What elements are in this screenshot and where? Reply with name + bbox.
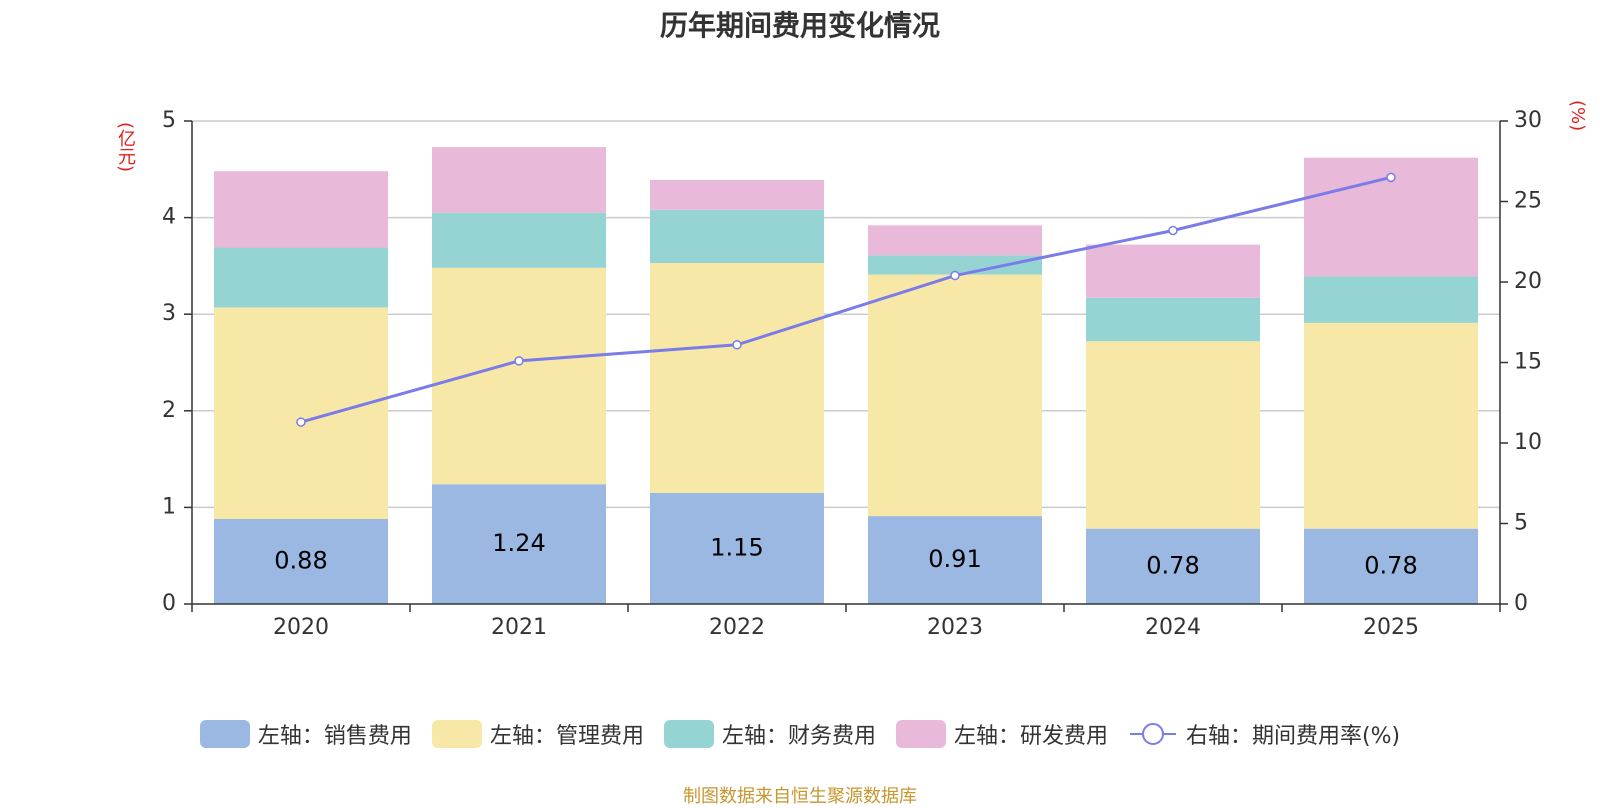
left-axis-tick-label: 3 [162, 301, 176, 326]
x-axis-tick-label: 2022 [709, 615, 765, 640]
legend-label-admin: 左轴：管理费用 [489, 724, 644, 749]
right-axis-tick-label: 10 [1514, 430, 1542, 455]
rate-point [1168, 225, 1178, 236]
rate-point [1386, 172, 1396, 183]
bar-rd [214, 171, 388, 248]
left-axis-tick-label: 2 [162, 398, 176, 423]
bar-admin [868, 274, 1042, 517]
legend-label-rate: 右轴：期间费用率(%) [1185, 724, 1401, 749]
x-axis-tick-label: 2021 [491, 615, 547, 640]
bar-admin [1304, 322, 1478, 529]
bar-rd [868, 225, 1042, 256]
legend-item-rd[interactable]: 左轴：研发费用 [895, 718, 1108, 750]
bar-rd [432, 147, 606, 213]
legend-item-admin[interactable]: 左轴：管理费用 [431, 718, 644, 750]
bar-sales [1304, 528, 1478, 604]
bar-rd [650, 179, 824, 210]
left-axis-tick-label: 4 [162, 205, 176, 230]
legend-item-finance[interactable]: 左轴：财务费用 [663, 718, 876, 750]
legend-swatch-rd [895, 720, 946, 748]
legend-label-finance: 左轴：财务费用 [721, 724, 876, 749]
left-axis-tick-label: 0 [162, 591, 176, 616]
right-axis-tick-label: 0 [1514, 591, 1528, 616]
right-axis-tick-label: 15 [1514, 350, 1542, 375]
bar-sales [214, 518, 388, 604]
bar-sales [650, 492, 824, 604]
x-axis-tick-label: 2023 [927, 615, 983, 640]
bar-admin [432, 267, 606, 485]
bar-data-label: 0.88 [274, 546, 327, 574]
right-axis-tick-label: 5 [1514, 511, 1528, 536]
left-axis-tick-label: 5 [162, 108, 176, 133]
legend-item-sales[interactable]: 左轴：销售费用 [199, 718, 412, 750]
bar-sales [432, 484, 606, 604]
rate-point [296, 417, 306, 427]
right-axis-unit: (%) [1567, 100, 1588, 132]
bar-rd [1086, 244, 1260, 298]
bar-finance [214, 247, 388, 308]
x-axis-tick-label: 2020 [273, 615, 329, 640]
legend-label-rd: 左轴：研发费用 [953, 724, 1108, 749]
bar-finance [432, 212, 606, 268]
left-axis-tick-label: 1 [162, 494, 176, 519]
legend-swatch-finance [663, 720, 714, 748]
bar-finance [868, 255, 1042, 275]
bar-admin [1086, 341, 1260, 529]
rate-point [950, 270, 960, 281]
legend-swatch-rate [1128, 720, 1178, 748]
right-axis-tick-label: 20 [1514, 269, 1542, 294]
bar-data-label: 0.78 [1364, 551, 1417, 579]
legend-swatch-sales [199, 720, 250, 748]
x-axis-tick-label: 2024 [1145, 615, 1201, 640]
bar-data-label: 1.24 [492, 529, 545, 557]
legend-swatch-admin [431, 720, 482, 748]
chart-title: 历年期间费用变化情况 [659, 9, 940, 42]
legend: 左轴：销售费用 左轴：管理费用 左轴：财务费用 左轴：研发费用 右轴：期间费用率… [0, 718, 1600, 750]
bar-finance [1086, 297, 1260, 342]
right-axis-tick-label: 25 [1514, 189, 1542, 214]
x-axis-tick-label: 2025 [1363, 615, 1419, 640]
bar-data-label: 1.15 [710, 533, 763, 561]
legend-item-rate[interactable]: 右轴：期间费用率(%) [1128, 718, 1400, 750]
bar-sales [1086, 528, 1260, 604]
bar-admin [650, 263, 824, 493]
rate-line [300, 175, 1392, 424]
right-axis-tick-label: 30 [1514, 108, 1542, 133]
legend-marker-icon [1141, 723, 1164, 745]
left-axis-unit: (亿元) [115, 122, 136, 173]
source-note: 制图数据来自恒生聚源数据库 [683, 786, 917, 807]
bar-sales [868, 516, 1042, 604]
bar-finance [650, 209, 824, 264]
bar-admin [214, 307, 388, 519]
rate-point [732, 340, 742, 350]
legend-label-sales: 左轴：销售费用 [257, 724, 412, 749]
rate-point [514, 356, 524, 366]
bar-data-label: 0.91 [928, 545, 981, 573]
bar-data-label: 0.78 [1146, 551, 1199, 579]
bar-finance [1304, 276, 1478, 323]
